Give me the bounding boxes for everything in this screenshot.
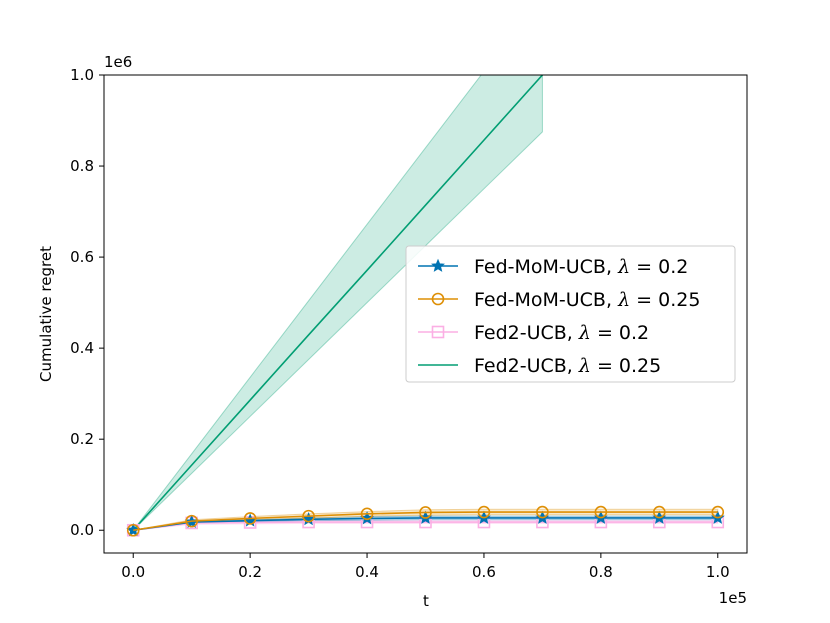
legend-item-0: Fed-MoM-UCB, λ = 0.2	[418, 256, 688, 278]
series-3-point-2	[243, 512, 257, 525]
y-tick-label-4: 0.8	[70, 157, 94, 175]
x-tick-label-1: 0.2	[238, 563, 262, 581]
legend-marker-1	[431, 292, 445, 306]
y-tick-label-1: 0.2	[70, 430, 94, 448]
series-3-point-1	[185, 514, 198, 528]
series-3-point-0	[126, 523, 140, 537]
series-3-point-5	[419, 506, 432, 519]
axes-frame	[103, 74, 748, 554]
y-axis-multiplier: 1e6	[104, 53, 132, 71]
y-tick-label-3: 0.6	[70, 248, 94, 266]
legend: Fed-MoM-UCB, λ = 0.2 Fed-MoM-UCB, λ = 0.2…	[405, 245, 736, 383]
series-line-0	[132, 75, 544, 531]
x-tick-label-4: 0.8	[589, 563, 613, 581]
series-layer	[126, 75, 725, 537]
series-line-1	[133, 521, 718, 532]
legend-box	[405, 245, 736, 383]
legend-item-3: Fed2-UCB, λ = 0.25	[418, 355, 661, 377]
series-3-point-7	[536, 505, 549, 519]
series-3-point-4	[360, 507, 374, 521]
x-tick-label-0: 0.0	[121, 563, 145, 581]
legend-label-2: Fed2-UCB, λ = 0.2	[474, 322, 649, 344]
x-axis-label: t	[423, 592, 429, 610]
y-tick-label-2: 0.4	[70, 339, 94, 357]
y-axis-label: Cumulative regret	[37, 246, 55, 382]
legend-marker-0	[431, 258, 445, 272]
series-line-3	[133, 511, 718, 532]
series-3-point-9	[653, 505, 666, 519]
legend-marker-2	[431, 325, 445, 339]
series-3-point-3	[302, 509, 315, 523]
legend-label-1: Fed-MoM-UCB, λ = 0.25	[474, 289, 700, 311]
plot-area	[126, 75, 725, 537]
y-tick-label-0: 0.0	[70, 521, 94, 539]
x-tick-label-2: 0.4	[355, 563, 379, 581]
legend-item-2: Fed2-UCB, λ = 0.2	[418, 322, 649, 344]
x-tick-label-3: 0.6	[472, 563, 496, 581]
x-axis-multiplier: 1e5	[719, 589, 747, 607]
legend-item-1: Fed-MoM-UCB, λ = 0.25	[418, 289, 700, 311]
series-3-point-10	[711, 505, 725, 519]
x-axis: 0.0 0.2 0.4 0.6 0.8 1.0	[121, 553, 730, 581]
y-tick-label-5: 1.0	[70, 66, 94, 84]
series-3-point-6	[477, 505, 491, 519]
legend-label-3: Fed2-UCB, λ = 0.25	[474, 355, 661, 377]
y-axis: 0.0 0.2 0.4 0.6 0.8 1.0	[70, 66, 104, 539]
series-3-point-8	[594, 505, 608, 519]
x-tick-label-5: 1.0	[706, 563, 730, 581]
legend-label-0: Fed-MoM-UCB, λ = 0.2	[474, 256, 688, 278]
